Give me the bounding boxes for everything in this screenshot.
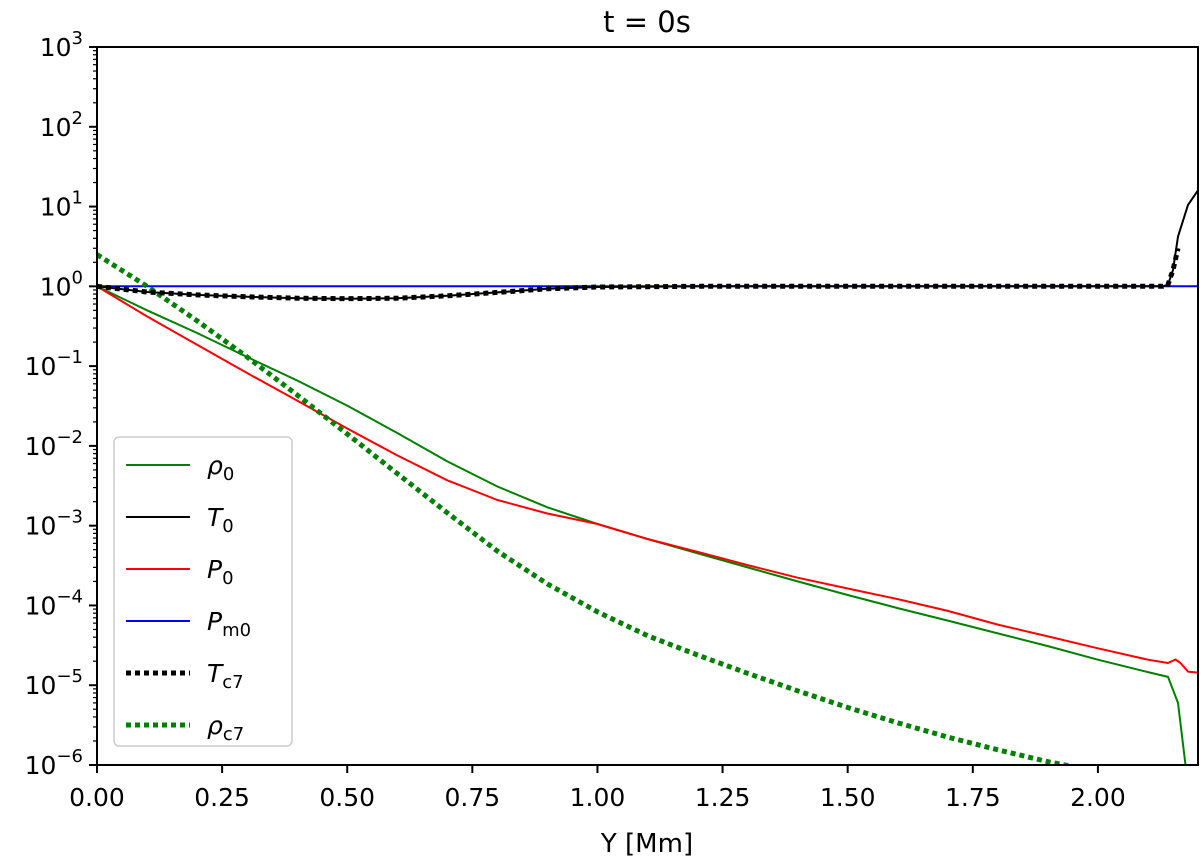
x-tick-label: 0.25 [194,783,250,812]
x-axis-ticks: 0.00 0.25 0.50 0.75 1.00 1.25 1.50 1.75 2.00 [69,765,1126,812]
y-axis-ticks: 103 102 101 100 10−1 10−2 10−3 10−4 10−5 10−6 [25,28,97,780]
y-tick-label: 10−1 [25,347,83,381]
y-tick-label: 10−5 [25,666,83,700]
y-tick-label: 103 [40,28,83,62]
chart-title: t = 0s [603,5,691,39]
x-tick-label: 0.50 [319,783,375,812]
series-line-P0 [97,285,1198,674]
x-tick-label: 1.75 [945,783,1001,812]
y-tick-label: 100 [40,267,83,301]
y-tick-label: 101 [40,188,83,222]
x-tick-label: 1.00 [570,783,626,812]
x-tick-label: 0.75 [445,783,501,812]
x-tick-label: 1.25 [695,783,751,812]
y-tick-label: 102 [40,108,83,142]
legend-label-ρc7: ρc7 [207,711,244,745]
series-line-T0 [97,189,1198,300]
series-layer [97,189,1198,765]
series-line-Tc7 [97,247,1181,302]
legend-label-ρ0: ρ0 [207,451,234,485]
legend-label-Tc7: Tc7 [207,659,244,693]
legend: ρ0 T0 P0 Pm0 Tc7 ρc7 [113,436,293,747]
x-tick-label: 1.50 [820,783,876,812]
x-tick-label: 2.00 [1070,783,1126,812]
legend-box [113,436,293,747]
x-axis-label: Y [Mm] [600,829,693,859]
x-tick-label: 0.00 [69,783,125,812]
y-tick-label: 10−4 [25,586,83,620]
y-tick-label: 10−6 [25,746,83,780]
series-line-ρ0 [97,285,1187,765]
plot-frame [96,46,1199,766]
legend-label-Pm0: Pm0 [207,607,251,641]
y-tick-label: 10−3 [25,507,83,541]
legend-label-T0: T0 [207,503,234,537]
legend-label-P0: P0 [207,555,234,589]
series-line-ρc7 [97,252,1078,765]
y-tick-label: 10−2 [25,427,83,461]
